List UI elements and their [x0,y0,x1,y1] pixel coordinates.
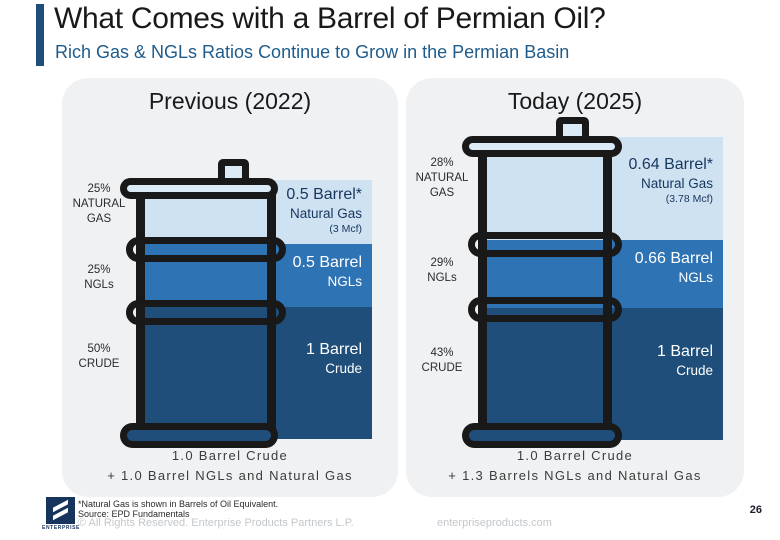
page-number: 26 [749,504,762,516]
page-title: What Comes with a Barrel of Permian Oil? [54,2,606,35]
percent-name: NATURAL [415,172,469,185]
segment-note: (3 Mcf) [329,222,362,235]
barrel-lid [462,136,622,157]
segment-value: 0.64 Barrel* [628,156,714,173]
percent-value: 29% [430,257,454,269]
summary-line: + 1.0 Barrel NGLs and Natural Gas [107,467,353,483]
barrel-hoop [126,300,286,325]
website-url: enterpriseproducts.com [437,517,552,529]
percent-name: NATURAL [72,198,126,211]
barrel-body-outline [478,148,612,432]
summary-line: 1.0 Barrel Crude [171,448,289,463]
segment-label: Crude [325,361,362,376]
percent-value: 50% [87,343,111,355]
ngls-segment: 0.5 Barrel NGLs [136,244,372,307]
segment-value: 0.5 Barrel [292,254,362,271]
percent-name: NGLs [427,272,457,285]
percent-value: 25% [87,264,111,276]
segment-note: (3.78 Mcf) [665,192,713,205]
summary-line: 1.0 Barrel Crude [516,448,634,463]
segment-label: Natural Gas [640,176,713,191]
crude-segment: 1 Barrel Crude [136,307,372,439]
barrel-hoop [468,297,622,322]
ngls-percent-label: 29% NGLs [406,256,478,286]
segment-label: Natural Gas [289,206,362,221]
crude-percent-label: 43% CRUDE [406,346,478,376]
segment-value: 0.5 Barrel* [286,186,362,203]
enterprise-logo-wordmark: ENTERPRISE [42,525,80,531]
summary-line: + 1.3 Barrels NGLs and Natural Gas [448,467,702,483]
segment-value: 0.66 Barrel [634,250,713,267]
percent-name: GAS [429,187,455,200]
summary-text: 1.0 Barrel Crude + 1.0 Barrel NGLs and N… [62,446,398,485]
barrel-base [462,423,622,448]
segment-label: NGLs [678,270,713,285]
ngls-percent-label: 25% NGLs [62,263,136,293]
percent-name: CRUDE [78,358,120,371]
percent-name: CRUDE [421,362,463,375]
enterprise-logo-icon [46,497,75,524]
crude-segment: 1 Barrel Crude [478,308,723,440]
panel-title: Today (2025) [507,88,643,114]
page-subtitle: Rich Gas & NGLs Ratios Continue to Grow … [55,42,570,62]
percent-value: 43% [430,347,454,359]
barrel-cap [556,117,589,143]
copyright-text: © All Rights Reserved. Enterprise Produc… [78,517,354,529]
panel-title: Previous (2022) [148,88,312,114]
percent-name: NGLs [84,279,114,292]
panel-previous-2022: Previous (2022) 25% NATURAL GAS 25% NGLs… [62,78,398,497]
segment-value: 1 Barrel [656,343,713,360]
percent-value: 25% [87,183,111,195]
footnote-natural-gas: *Natural Gas is shown in Barrels of Oil … [78,499,279,509]
segment-value: 1 Barrel [305,341,362,358]
percent-value: 28% [430,157,454,169]
barrel-body-outline [136,190,276,434]
percent-name: GAS [86,213,112,226]
barrel-hoop [126,237,286,262]
natural-gas-percent-label: 25% NATURAL GAS [62,182,136,228]
summary-text: 1.0 Barrel Crude + 1.3 Barrels NGLs and … [406,446,744,485]
barrel-lid [120,178,278,199]
natural-gas-percent-label: 28% NATURAL GAS [406,156,478,202]
barrel-cap [218,159,249,185]
crude-percent-label: 50% CRUDE [62,342,136,372]
footnote-source: Source: EPD Fundamentals [78,509,190,519]
title-accent-bar [36,4,44,66]
barrel-hoop [468,232,622,257]
panel-today-2025: Today (2025) 28% NATURAL GAS 29% NGLs 43… [406,78,744,497]
segment-label: NGLs [327,274,362,289]
barrel-base [120,423,278,448]
segment-label: Crude [676,363,713,378]
